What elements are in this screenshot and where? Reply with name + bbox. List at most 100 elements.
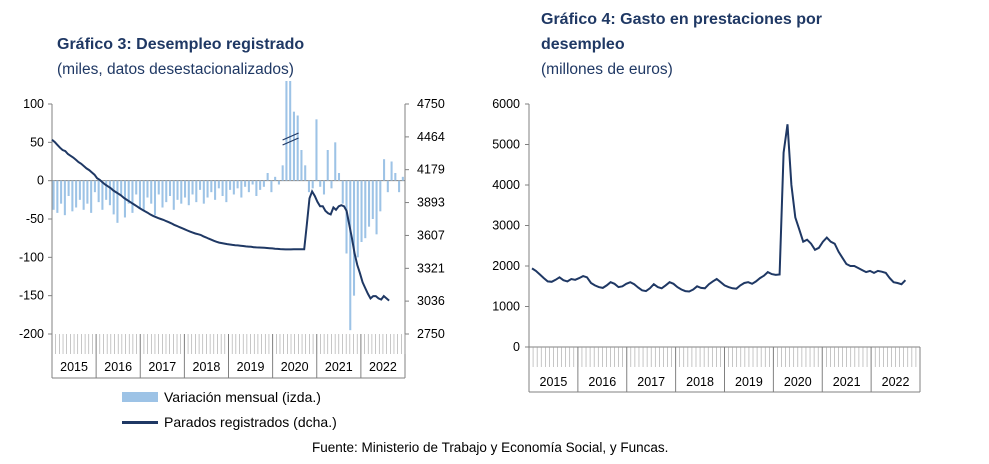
chart3-bar <box>116 180 119 223</box>
chart4-year-label: 2016 <box>588 375 616 389</box>
chart3-left-tick-label: -150 <box>19 289 44 303</box>
chart3-year-label: 2017 <box>148 360 176 374</box>
chart3-break-mark <box>282 132 299 141</box>
chart3-right-tick-label: 3607 <box>417 228 445 242</box>
chart4-title-line2: desempleo <box>541 36 625 53</box>
chart3-bar <box>383 159 386 181</box>
chart3-left-tick-label: 50 <box>30 135 44 149</box>
chart3-bar <box>371 180 374 219</box>
chart3-bar <box>165 180 168 203</box>
legend-line-label: Parados registrados (dcha.) <box>164 414 337 430</box>
chart4-title-line1: Gráfico 4: Gasto en prestaciones por <box>541 11 822 28</box>
chart4-year-label: 2015 <box>540 375 568 389</box>
chart3-bar <box>285 81 288 181</box>
chart3-title: Gráfico 3: Desempleo registrado <box>57 36 305 53</box>
chart3-bar <box>206 180 209 198</box>
chart3-left-tick-label: 0 <box>37 174 44 188</box>
chart3-bar <box>337 173 341 181</box>
chart3-bar <box>56 180 59 213</box>
chart3-bar <box>153 180 157 216</box>
chart3-left-tick-label: 100 <box>23 97 44 111</box>
chart3-bar <box>247 180 250 193</box>
chart3-bar <box>108 180 111 206</box>
chart3-bar <box>183 180 187 198</box>
chart3-bar <box>93 180 96 193</box>
chart3-bar <box>296 115 299 181</box>
chart3-bar <box>364 180 367 239</box>
chart3-year-label: 2015 <box>60 360 88 374</box>
chart3-year-label: 2016 <box>104 360 132 374</box>
legend-line-swatch <box>122 421 158 424</box>
chart4-y-tick-label: 1000 <box>492 300 520 314</box>
chart3-bar <box>274 176 277 181</box>
chart3-bar <box>266 173 269 181</box>
chart4-subtitle: (millones de euros) <box>541 61 673 78</box>
chart3-bar <box>341 180 344 204</box>
chart3-bar <box>319 180 322 187</box>
chart3-bar <box>356 180 359 258</box>
chart3-bar <box>277 180 280 185</box>
chart3-year-label: 2019 <box>237 360 265 374</box>
chart3-bar <box>349 180 352 331</box>
chart3-right-tick-label: 3321 <box>417 261 445 275</box>
chart3-left-tick-label: -50 <box>26 212 44 226</box>
chart3-bar <box>375 180 378 235</box>
chart3-bar <box>191 180 194 195</box>
chart3-bar <box>221 180 224 196</box>
chart3-bar <box>131 180 134 213</box>
chart3-bar <box>368 180 371 227</box>
chart3-bar <box>240 180 243 198</box>
chart3-break-mark <box>282 137 299 146</box>
chart3-bar <box>168 180 172 196</box>
chart3-bar <box>176 180 179 200</box>
chart3-bar <box>67 180 70 196</box>
chart3-bar <box>251 180 254 185</box>
chart3-bar <box>232 180 235 195</box>
chart3-bar <box>330 180 333 189</box>
chart3-left-tick-label: -100 <box>19 250 44 264</box>
chart3-bar <box>225 180 228 203</box>
chart3-bar <box>217 180 220 189</box>
chart3-year-label: 2018 <box>193 360 221 374</box>
chart4-y-tick-label: 6000 <box>492 97 520 111</box>
chart3-right-tick-label: 3036 <box>417 294 445 308</box>
chart3-bar <box>199 180 202 190</box>
chart3-bar <box>161 180 164 208</box>
chart3-bar <box>78 180 81 200</box>
chart3-bar <box>334 142 337 181</box>
chart3-bar <box>236 180 239 189</box>
chart4-year-label: 2017 <box>637 375 665 389</box>
chart3-bar <box>52 180 55 210</box>
chart3-right-tick-label: 3893 <box>417 196 445 210</box>
chart3-bar <box>172 180 175 210</box>
chart3-bar <box>90 180 93 213</box>
chart3-right-tick-label: 2750 <box>417 327 445 341</box>
chart3-bar <box>63 180 66 216</box>
chart4-year-label: 2019 <box>735 375 763 389</box>
chart3-bar <box>86 180 89 204</box>
chart3-bar <box>262 180 265 187</box>
chart3-bar <box>345 180 348 254</box>
chart3-subtitle: (miles, datos desestacionalizados) <box>57 61 294 78</box>
chart3-bar <box>394 173 397 181</box>
chart3-bar <box>71 180 74 212</box>
chart3-bar <box>60 180 63 204</box>
chart3-bar <box>210 180 213 193</box>
chart3-bar <box>326 150 329 181</box>
chart3-bar <box>97 180 100 203</box>
chart3-year-label: 2021 <box>325 360 353 374</box>
chart3-bar <box>386 180 389 193</box>
chart3-bar <box>398 180 401 193</box>
chart3-bar <box>120 180 123 196</box>
chart3-bar <box>195 180 198 203</box>
chart3-bar <box>292 111 295 181</box>
chart3-bar <box>75 180 78 208</box>
chart3-bar <box>360 180 363 242</box>
chart3-bar <box>352 180 356 296</box>
chart3-bar <box>307 180 310 193</box>
chart3-bar <box>315 119 318 181</box>
chart4-year-label: 2021 <box>833 375 861 389</box>
chart3-bar <box>138 180 142 208</box>
chart3-bar <box>259 180 262 190</box>
